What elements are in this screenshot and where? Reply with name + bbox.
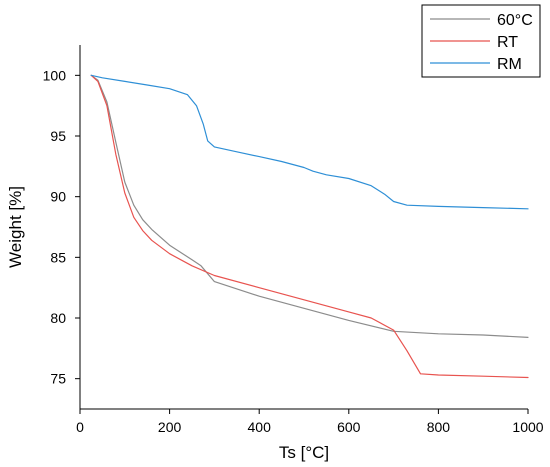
series-line-60c [90, 74, 529, 338]
legend-label-rt: RT [497, 34, 518, 51]
legend-label-rm: RM [497, 56, 522, 73]
x-tick-label: 800 [427, 419, 451, 435]
y-tick-label: 80 [50, 310, 66, 326]
legend-label-60c: 60°C [497, 12, 533, 29]
x-tick-label: 1000 [512, 419, 543, 435]
plot-area [90, 74, 529, 379]
y-tick-label: 100 [43, 67, 67, 83]
x-tick-label: 200 [158, 419, 182, 435]
series-line-rm [90, 74, 529, 210]
y-axis-ticks: 75 80 85 90 95 100 [43, 67, 80, 387]
x-tick-label: 600 [337, 419, 361, 435]
y-tick-label: 75 [50, 371, 66, 387]
legend-items: 60°C RT RM [430, 12, 533, 73]
x-tick-label: 0 [76, 419, 84, 435]
x-tick-label: 400 [248, 419, 272, 435]
y-axis-title: Weight [%] [6, 186, 25, 268]
x-axis-title: Ts [°C] [279, 443, 329, 462]
legend: 60°C RT RM [421, 4, 541, 78]
x-axis-ticks: 0 200 400 600 800 1000 [76, 409, 544, 435]
y-tick-label: 85 [50, 249, 66, 265]
y-tick-label: 95 [50, 128, 66, 144]
series-line-rt [90, 74, 529, 379]
y-tick-label: 90 [50, 189, 66, 205]
